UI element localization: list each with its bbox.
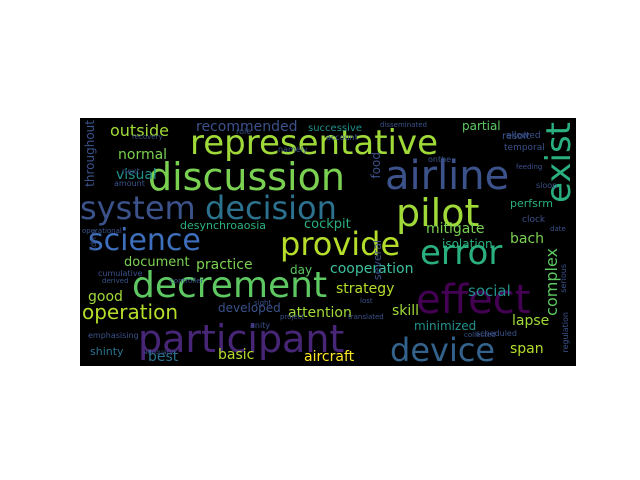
word-best: best [148,349,179,365]
word-visual: visual [116,167,157,183]
word-provide: provide [280,225,401,263]
word-cooperation: cooperation [330,261,414,277]
word-science: science [88,223,201,258]
word-account: account [326,133,358,142]
word-project: project [280,313,305,321]
word-sloop: sloop [536,181,558,190]
word-controller: controller [170,277,204,285]
word-desynchroaosia: desynchroaosia [180,219,266,232]
word-normal: normal [118,147,168,163]
word-anity: anity [250,321,271,330]
word-participant: participant [138,317,345,361]
word-serious: serious [559,264,568,293]
word-translated: translated [348,313,384,321]
word-operation: operation [82,300,179,324]
word-skill: skill [392,303,420,319]
word-lapse: lapse [512,313,550,329]
word-device: device [390,331,496,366]
word-perfsrm: perfsrm [510,197,553,210]
word-aircraft: aircraft [304,349,355,365]
word-collected: collected [464,331,496,339]
word-clock: clock [522,215,546,225]
word-namely: namely [278,145,308,154]
word-adequacy: adequacy [144,349,174,356]
word-regulation: regulation [561,312,570,353]
word-allowed: allowed [506,131,541,141]
word-mitigate: mitigate [426,221,485,237]
word-shinty: shinty [90,345,124,358]
word-successive: successive [308,123,362,134]
word-amount: amount [114,179,145,188]
word-onthe: onthe [428,155,452,164]
word-disseminated: disseminated [380,121,427,129]
word-food: food [369,152,383,179]
word-role: role [236,127,252,136]
word-decision: decision [205,189,337,227]
word-exist: exist [539,122,576,203]
word-cloud: representative discussion airline decision p… [80,118,576,366]
word-outside: outside [110,121,169,140]
word-decrement: decrement [132,265,328,306]
word-partial: partial [462,119,501,133]
word-tdms: tdms [89,230,98,251]
word-system: system [80,189,196,227]
word-pilot: pilot [396,191,480,235]
word-resolt: resolt [502,131,531,142]
word-operational: operational [82,227,122,235]
word-date: date [550,225,566,233]
word-practice: practice [196,257,253,273]
word-recovery: recovery [132,133,163,141]
word-representative: representative [190,123,439,163]
word-effect: effect [416,277,531,323]
word-isolation: isolation [442,237,493,251]
word-attention: attention [288,305,352,321]
word-minimized: minimized [414,319,477,333]
word-strategy: strategy [336,281,395,297]
word-complex: complex [542,248,561,316]
word-social: social [468,282,511,300]
word-airline: airline [385,153,510,199]
word-bach: bach [510,231,545,247]
word-derived: derived [102,277,129,285]
word-emphasising: emphasising [88,331,139,340]
word-day: day [290,263,313,277]
word-good: good [88,289,123,305]
word-scheduled: scheduled [476,329,517,338]
word-temporal: temporal [504,143,545,153]
word-error: error [420,233,503,273]
word-document: document [124,255,190,270]
word-span: span [510,341,544,357]
word-discussion: discussion [148,155,345,199]
word-developed: developed [218,301,281,315]
word-several: several [371,240,384,281]
word-cockpit: cockpit [304,217,351,232]
word-sight: sight [254,299,272,307]
word-recommended: recommended [196,119,298,135]
word-cumulative: cumulative [98,269,143,278]
word-feeding: feeding [516,163,543,171]
word-throughout: throughout [83,120,97,187]
word-lost: lost [360,297,373,305]
word-next: next [122,167,140,176]
word-basic: basic [218,347,255,363]
